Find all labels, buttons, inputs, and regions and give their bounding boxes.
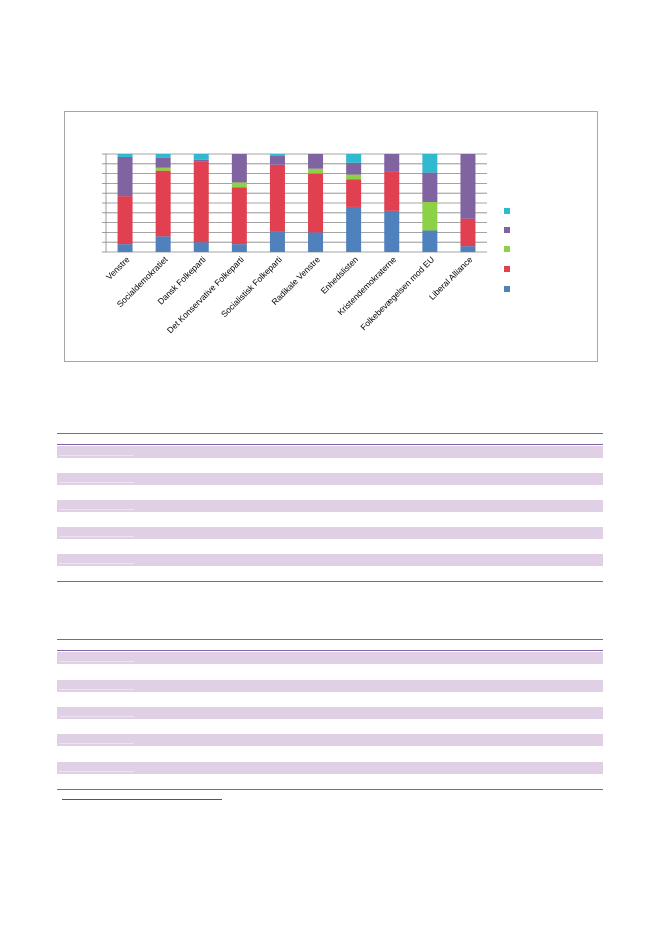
table-row bbox=[57, 473, 603, 485]
bar-segment bbox=[460, 246, 476, 252]
chart-frame: Venstre Socialdemokratiet Dansk Folkeparti… bbox=[64, 111, 598, 362]
bar-segment bbox=[384, 210, 400, 252]
bar-segment bbox=[231, 182, 247, 188]
table-row bbox=[57, 652, 603, 664]
bar-segment bbox=[193, 161, 209, 243]
bar-segment bbox=[384, 171, 400, 211]
table-row bbox=[57, 500, 603, 512]
bar-segment bbox=[422, 230, 438, 252]
bar-segment bbox=[269, 231, 285, 252]
bar-segment bbox=[155, 167, 171, 171]
bar-segment bbox=[231, 187, 247, 245]
x-tick-label: Det Konservative Folkeparti bbox=[165, 254, 246, 335]
table-row bbox=[57, 707, 603, 719]
bar-segment bbox=[308, 168, 324, 174]
table-row bbox=[57, 762, 603, 774]
table-1 bbox=[57, 433, 603, 583]
bar-segment bbox=[231, 154, 247, 183]
x-tick-label: Venstre bbox=[104, 254, 132, 282]
table-row bbox=[57, 554, 603, 566]
bar-segment bbox=[460, 218, 476, 247]
legend-marker bbox=[504, 208, 510, 214]
bar-segment bbox=[308, 154, 324, 169]
bar-segment bbox=[193, 159, 209, 162]
bar-segment bbox=[155, 157, 171, 168]
table-row bbox=[57, 680, 603, 692]
bar-segment bbox=[269, 155, 285, 165]
bar-segment bbox=[346, 179, 362, 207]
bar-segment bbox=[422, 172, 438, 203]
bar-segment bbox=[117, 196, 133, 245]
bar-segment bbox=[346, 154, 362, 163]
bar-segment bbox=[308, 232, 324, 252]
table-top-rule bbox=[57, 639, 603, 640]
bar-segment bbox=[269, 164, 285, 232]
bar-segment bbox=[193, 154, 209, 160]
footnote-separator bbox=[62, 799, 222, 800]
table-row bbox=[57, 446, 603, 458]
x-tick-label: Folkebevægelsen mod EU bbox=[358, 254, 436, 332]
table-header-rule bbox=[57, 444, 603, 445]
table-bottom-rule bbox=[57, 581, 603, 582]
bar-segment bbox=[346, 206, 362, 252]
table-row bbox=[57, 734, 603, 746]
legend-marker bbox=[504, 227, 510, 233]
bar-segment bbox=[193, 242, 209, 252]
bar-segment bbox=[117, 244, 133, 252]
bar-segment bbox=[155, 154, 171, 158]
bar-segment bbox=[346, 162, 362, 175]
bar-segment bbox=[460, 154, 476, 219]
bar-segment bbox=[422, 154, 438, 173]
bar-segment bbox=[117, 154, 133, 157]
legend-marker bbox=[504, 266, 510, 272]
bar-segment bbox=[422, 202, 438, 231]
bar-segment bbox=[384, 154, 400, 172]
table-header-rule bbox=[57, 650, 603, 651]
bar-segment bbox=[155, 170, 171, 237]
bar-segment bbox=[155, 236, 171, 252]
table-2 bbox=[57, 639, 603, 791]
bar-segment bbox=[269, 154, 285, 156]
legend-marker bbox=[504, 246, 510, 252]
bar-segment bbox=[308, 173, 324, 233]
x-tick-label: Enhedslisten bbox=[319, 254, 361, 296]
legend-marker bbox=[504, 286, 510, 292]
bar-segment bbox=[231, 244, 247, 252]
bar-segment bbox=[117, 156, 133, 197]
table-top-rule bbox=[57, 433, 603, 434]
table-bottom-rule bbox=[57, 789, 603, 790]
table-row bbox=[57, 527, 603, 539]
bar-segment bbox=[346, 174, 362, 180]
